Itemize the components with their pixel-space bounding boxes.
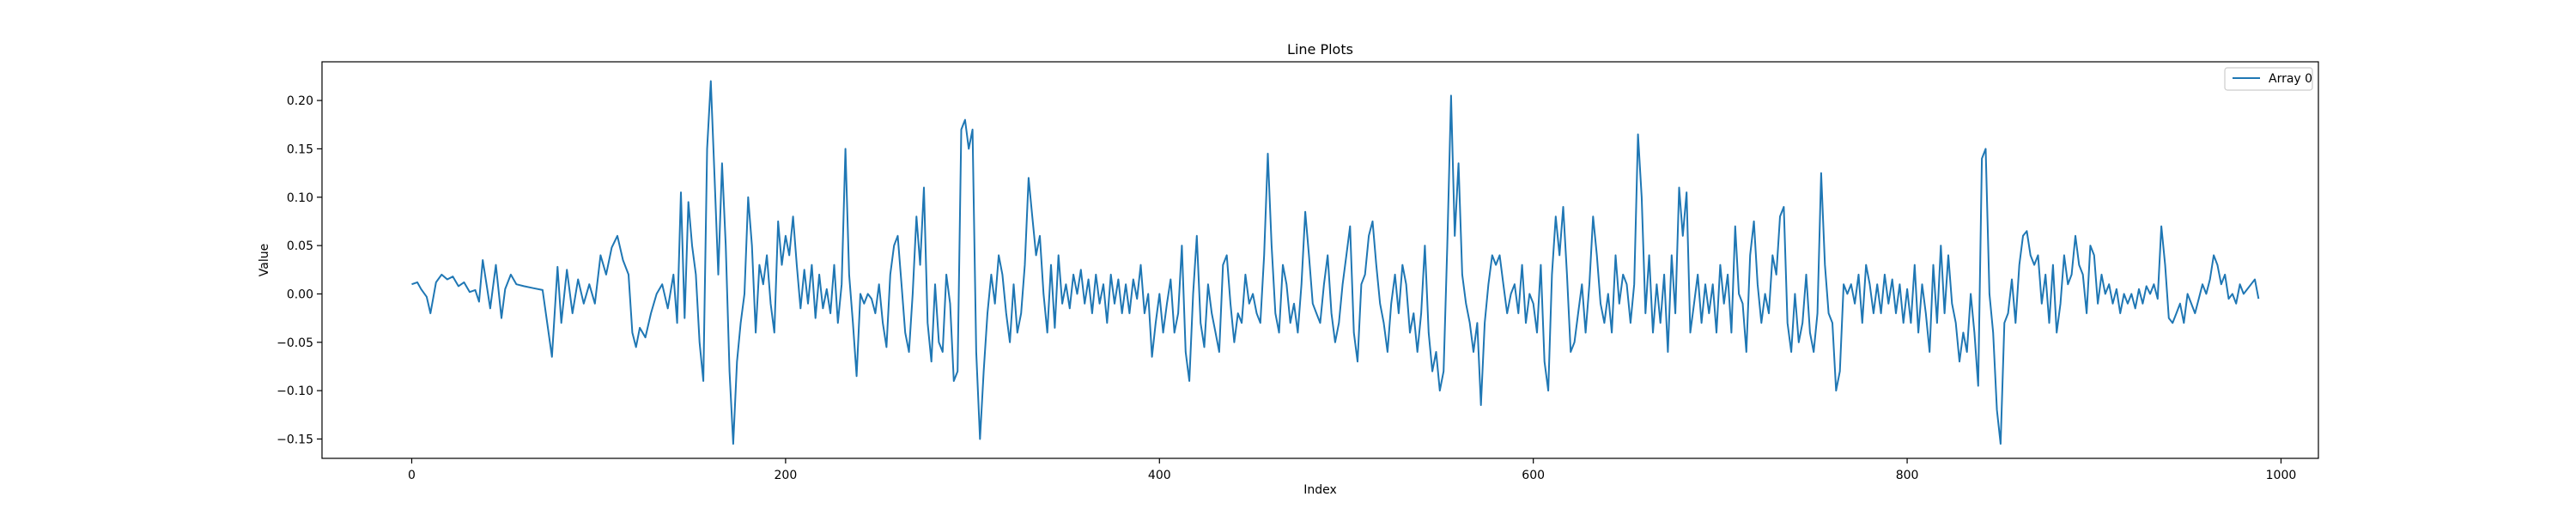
x-tick-label: 200: [775, 469, 798, 482]
x-tick-label: 0: [408, 469, 416, 482]
y-tick-label: 0.10: [287, 191, 313, 205]
y-tick-label: 0.05: [287, 239, 313, 253]
legend-label-array-0: Array 0: [2269, 72, 2312, 86]
y-axis-ticks: −0.15 −0.10 −0.05 0.00 0.05 0.10 0.15 0.20: [276, 94, 322, 446]
x-tick-label: 1000: [2266, 469, 2297, 482]
chart-title: Line Plots: [1287, 41, 1353, 58]
y-tick-label: 0.00: [287, 288, 313, 301]
y-axis-label: Value: [258, 244, 271, 276]
x-axis-ticks: 0 200 400 600 800 1000: [408, 458, 2296, 482]
plot-area: [322, 62, 2318, 458]
x-tick-label: 800: [1896, 469, 1919, 482]
legend: Array 0: [2224, 67, 2313, 91]
series-line-array-0: [411, 80, 2260, 445]
x-tick-label: 600: [1522, 469, 1545, 482]
x-tick-label: 400: [1148, 469, 1171, 482]
x-axis-label: Index: [1303, 483, 1337, 497]
y-tick-label: 0.15: [287, 142, 313, 156]
y-tick-label: 0.20: [287, 94, 313, 108]
legend-box: [2224, 67, 2313, 91]
y-tick-label: −0.15: [276, 433, 313, 446]
y-tick-label: −0.10: [276, 385, 313, 398]
plot-frame: [321, 61, 2319, 459]
y-tick-label: −0.05: [276, 336, 313, 350]
